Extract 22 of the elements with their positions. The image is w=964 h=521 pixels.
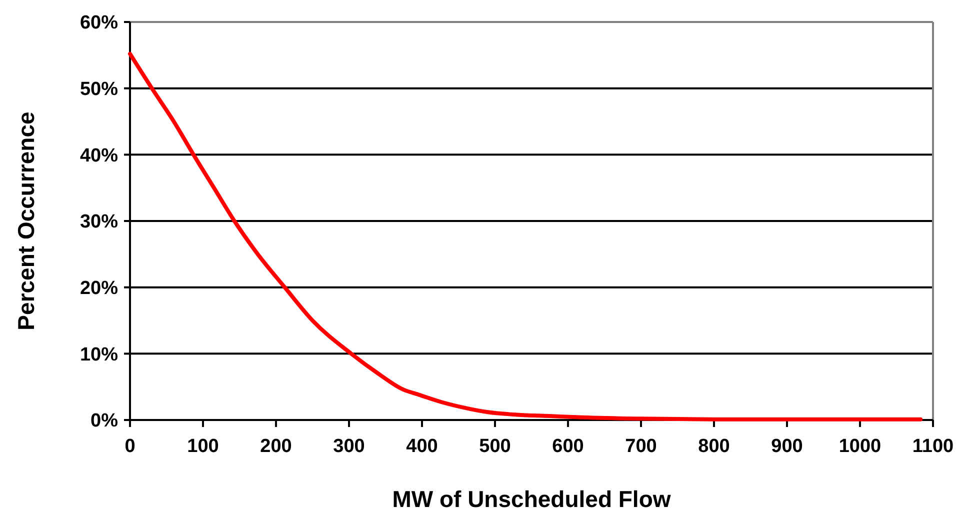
y-tick-label: 0% bbox=[90, 410, 118, 432]
x-tick-label: 100 bbox=[187, 436, 219, 457]
y-tick-label: 60% bbox=[80, 12, 118, 34]
x-tick-label: 700 bbox=[625, 436, 657, 457]
x-tick-label: 600 bbox=[552, 436, 584, 457]
line-series bbox=[128, 52, 923, 422]
x-tick-label: 500 bbox=[479, 436, 511, 457]
x-tick-label: 1100 bbox=[912, 436, 954, 457]
y-tick-label: 40% bbox=[80, 145, 118, 166]
x-tick-label: 200 bbox=[260, 436, 292, 457]
y-tick-label: 10% bbox=[80, 344, 118, 366]
y-tick-label: 50% bbox=[80, 78, 118, 100]
y-tick-label: 30% bbox=[80, 212, 118, 233]
y-tick-label: 20% bbox=[80, 278, 118, 299]
x-tick-label: 400 bbox=[406, 436, 438, 457]
x-tick-label: 1000 bbox=[838, 436, 882, 457]
x-axis-title: MW of Unscheduled Flow bbox=[392, 486, 671, 512]
y-axis-title: Percent Occurrence bbox=[13, 112, 39, 330]
x-tick-label: 0 bbox=[124, 436, 136, 457]
x-tick-label: 300 bbox=[333, 436, 365, 457]
x-tick-label: 800 bbox=[698, 436, 730, 457]
x-tick-label: 900 bbox=[771, 436, 803, 457]
